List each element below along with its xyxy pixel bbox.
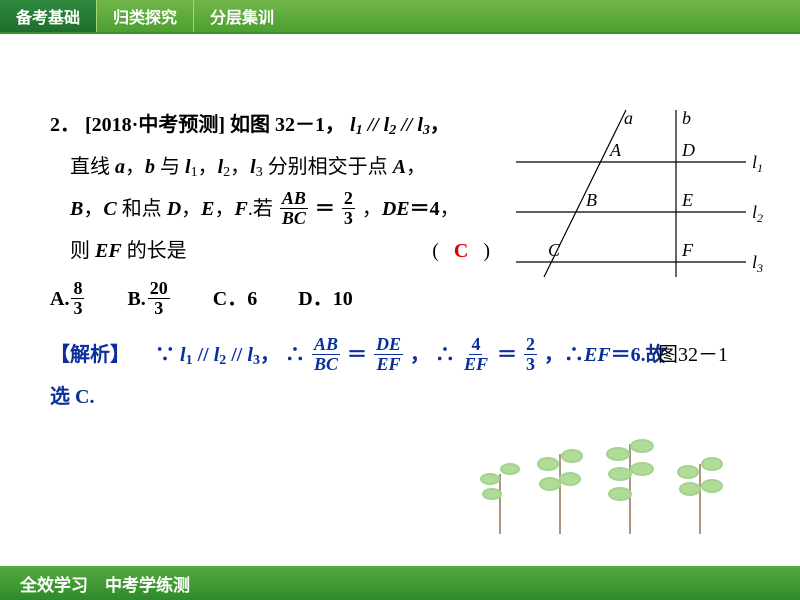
eq: ＝ bbox=[315, 198, 335, 220]
frac-ab-bc: AB BC bbox=[280, 189, 308, 228]
q-line4: 则 EF 的长是 bbox=[50, 240, 187, 262]
explanation-block: 【解析】 ∵ l1 // l2 // l3， ∴ ABBC ＝ DEEF ， ∴… bbox=[50, 334, 730, 418]
tab-guilei[interactable]: 归类探究 bbox=[97, 0, 193, 32]
diagram-caption: 图32－1 bbox=[658, 334, 728, 376]
label-l1: l1 bbox=[752, 152, 763, 175]
label-A: A bbox=[609, 140, 622, 160]
opt-c: C．6 bbox=[213, 288, 257, 310]
frac-2-3b: 23 bbox=[524, 335, 537, 374]
label-C: C bbox=[548, 240, 561, 260]
expl-eq1: ＝ bbox=[347, 344, 367, 366]
opt-b: B.203 bbox=[127, 288, 176, 310]
bottom-text: 全效学习 中考学练测 bbox=[20, 571, 190, 596]
q-line2: 直线 a，b 与 l1，l2，l3 分别相交于点 A， bbox=[50, 156, 426, 178]
q-line3b: ，DE＝4， bbox=[362, 198, 460, 220]
opt-a: A.83 bbox=[50, 288, 91, 310]
nav-rest bbox=[290, 0, 800, 32]
q-source: [2018·中考预测] bbox=[85, 114, 225, 136]
diagram-svg: a b A D B E C F l1 l2 l3 bbox=[516, 102, 766, 292]
expl-line2: 选 C. bbox=[50, 386, 94, 408]
label-E: E bbox=[681, 190, 693, 210]
bottom-bar: 全效学习 中考学练测 bbox=[0, 566, 800, 600]
label-a: a bbox=[624, 108, 633, 128]
options-row: A.83 B.203 C．6 D．10 bbox=[50, 278, 490, 320]
expl-eq2: ＝ bbox=[497, 344, 517, 366]
q-stem1b: ， bbox=[430, 114, 450, 136]
label-D: D bbox=[681, 140, 695, 160]
frac-ab-bc-2: ABBC bbox=[312, 335, 340, 374]
label-l2: l2 bbox=[752, 202, 763, 225]
opt-d: D．10 bbox=[298, 288, 352, 310]
label-b: b bbox=[682, 108, 691, 128]
frac-4-ef: 4EF bbox=[462, 335, 490, 374]
q-stem1: 如图 32－1， bbox=[230, 114, 345, 136]
top-nav: 备考基础 归类探究 分层集训 bbox=[0, 0, 800, 34]
diagram-figure: a b A D B E C F l1 l2 l3 bbox=[516, 102, 766, 332]
tab-beikao[interactable]: 备考基础 bbox=[0, 0, 96, 32]
label-F: F bbox=[681, 240, 694, 260]
expl-t2: ∴ bbox=[435, 344, 455, 366]
tab-fenceng[interactable]: 分层集训 bbox=[194, 0, 290, 32]
expl-p1: ∵ l1 // l2 // l3， bbox=[135, 344, 280, 366]
frac-2-3: 2 3 bbox=[342, 189, 355, 228]
q-line3a: B，C 和点 D，E，F.若 bbox=[50, 198, 273, 220]
expl-comma: ， bbox=[410, 344, 430, 366]
answer-paren: ( C ) bbox=[432, 230, 490, 272]
expl-p2: ，∴EF＝6.故 bbox=[544, 344, 666, 366]
expl-t1: ∴ bbox=[285, 344, 305, 366]
frac-de-ef: DEEF bbox=[374, 335, 403, 374]
plants-decoration bbox=[470, 414, 770, 534]
question-block: 2． [2018·中考预测] 如图 32－1， l1 // l2 // l3， … bbox=[50, 104, 490, 320]
expl-label: 【解析】 bbox=[50, 344, 130, 366]
answer-letter: C bbox=[454, 240, 468, 262]
q-number: 2． bbox=[50, 114, 80, 136]
q-parallel: l1 // l2 // l3 bbox=[350, 114, 430, 136]
label-B: B bbox=[586, 190, 597, 210]
label-l3: l3 bbox=[752, 252, 763, 275]
